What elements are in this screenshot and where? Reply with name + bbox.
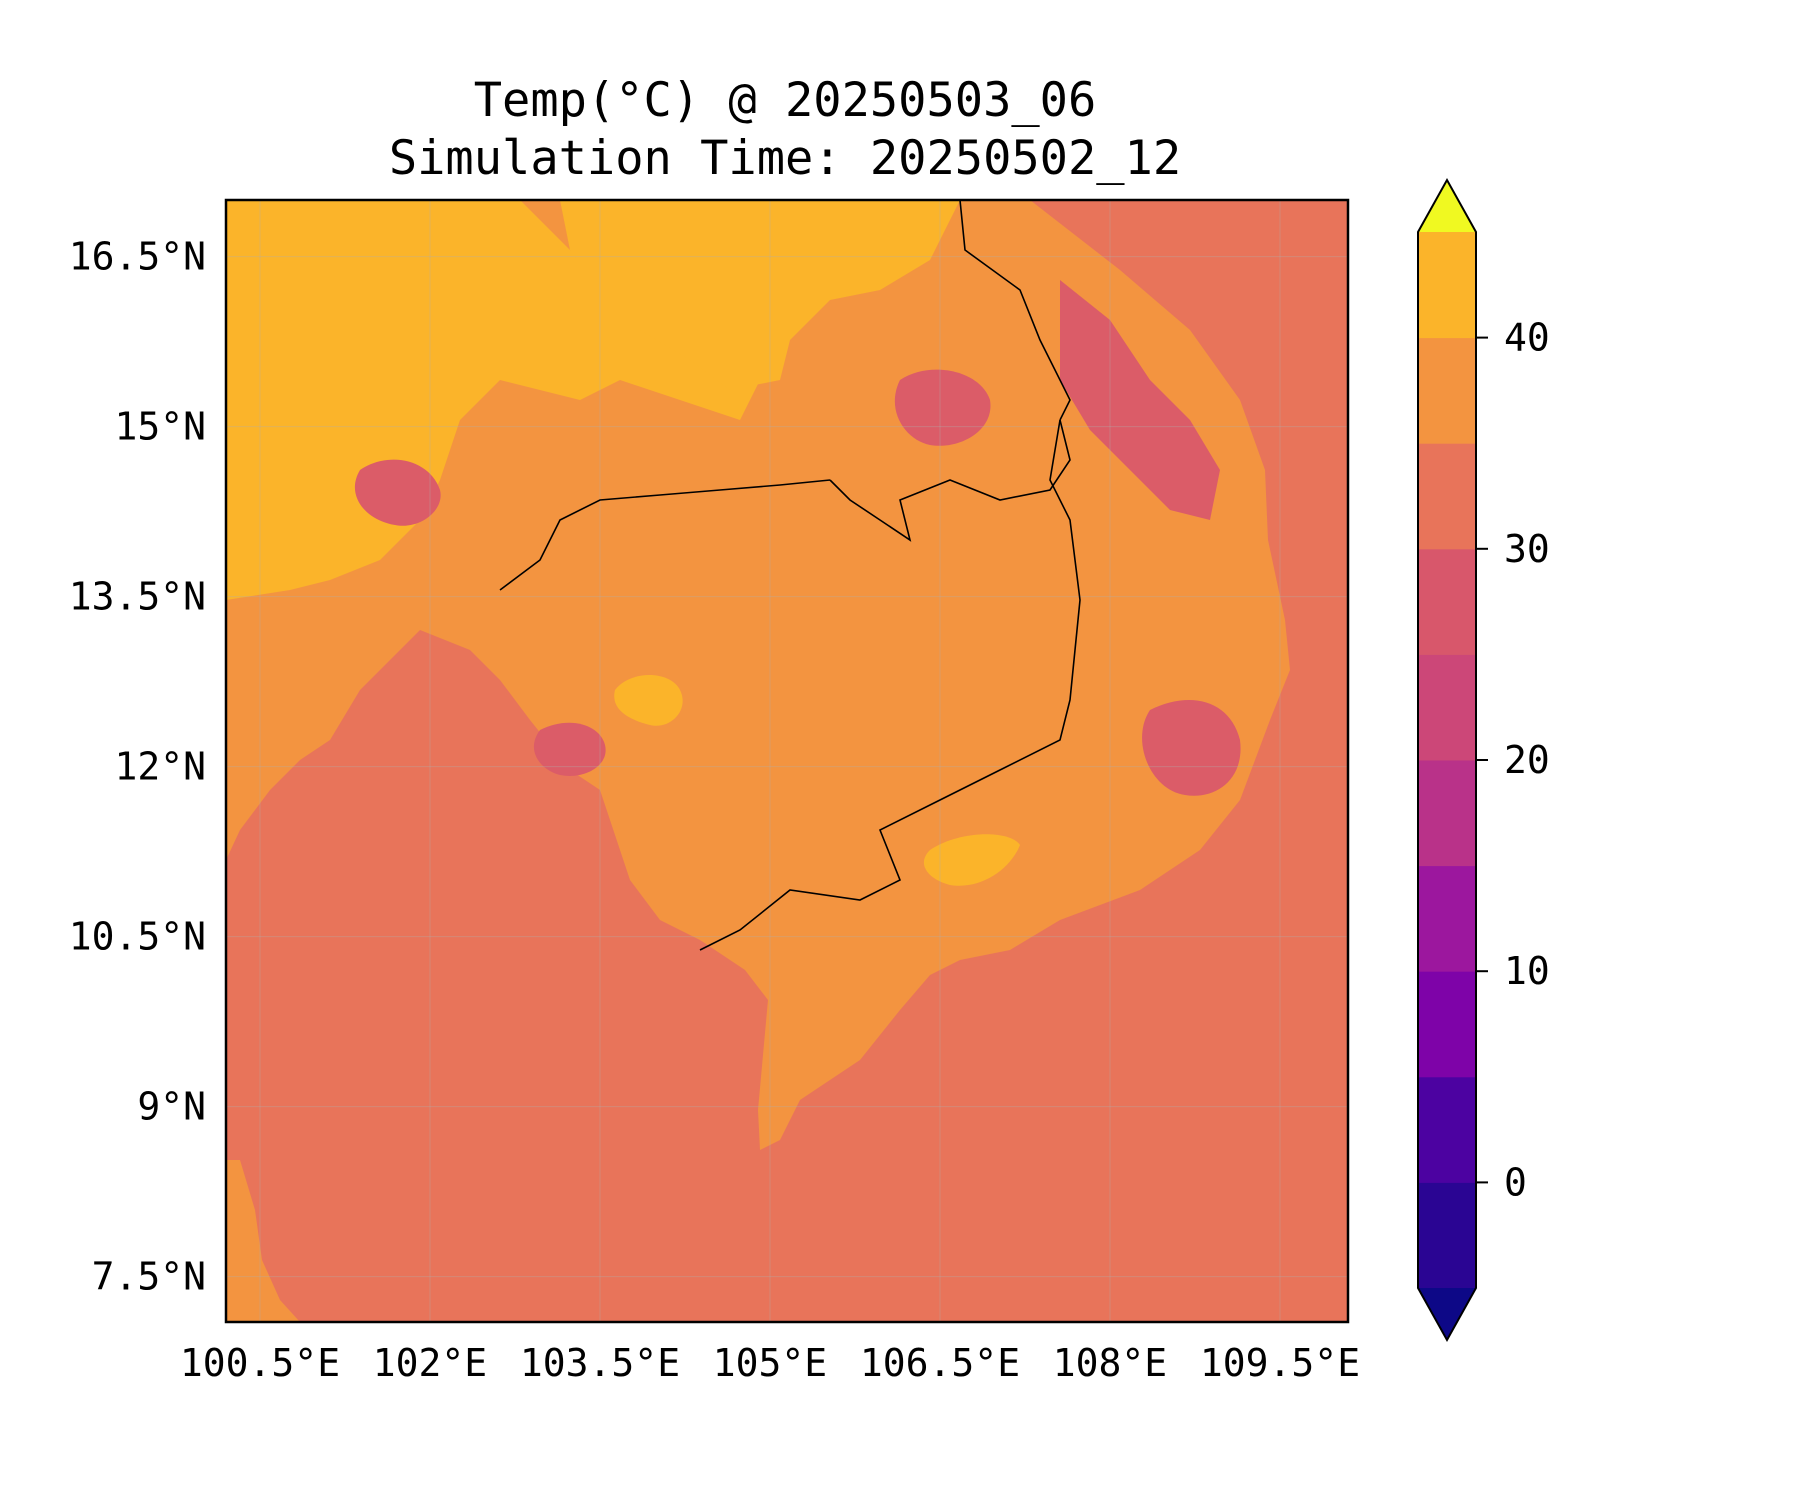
- colorbar-tick-label: 20: [1504, 738, 1550, 782]
- colorbar-segment: [1418, 443, 1476, 550]
- colorbar-segment: [1418, 548, 1476, 655]
- border-laos-cambodia: [829, 419, 1071, 542]
- colorbar-tick-label: 0: [1504, 1160, 1527, 1204]
- cool-zone-cardamom: [533, 722, 606, 776]
- colorbar-segment: [1418, 971, 1476, 1078]
- lat-tick-label: 16.5°N: [69, 235, 206, 279]
- colorbar-segment: [1418, 865, 1476, 972]
- land-thailand-laos: [226, 200, 1290, 1150]
- hot-zone-central: [614, 675, 683, 726]
- colorbar-tick-label: 10: [1504, 949, 1550, 993]
- cool-zone-central-highlands: [1060, 280, 1220, 520]
- lon-tick-label: 100.5°E: [180, 1341, 340, 1385]
- lat-tick-label: 13.5°N: [69, 575, 206, 619]
- lon-tick-label: 105°E: [713, 1341, 827, 1385]
- lon-tick-label: 108°E: [1053, 1341, 1167, 1385]
- colorbar-segment: [1418, 232, 1476, 339]
- map-frame: [224, 198, 1350, 1324]
- colorbar: [1417, 177, 1477, 1343]
- border-thailand-cambodia: [499, 479, 831, 591]
- title-line-2: Simulation Time: 20250502_12: [388, 131, 1182, 186]
- border-cambodia-vietnam: [699, 419, 1081, 951]
- colorbar-extend-max: [1418, 180, 1476, 232]
- colorbar-extend-min: [1418, 1288, 1476, 1340]
- title-line-1: Temp(°C) @ 20250503_06: [473, 73, 1097, 128]
- colorbar-segment: [1418, 654, 1476, 761]
- colorbar-segment: [1418, 760, 1476, 867]
- colorbar-tick-label: 30: [1504, 527, 1550, 571]
- lon-tick-label: 109.5°E: [1200, 1341, 1360, 1385]
- map-plot-area: [226, 200, 1348, 1322]
- lat-tick-label: 12°N: [114, 745, 206, 789]
- cool-zone-west: [354, 459, 441, 526]
- colorbar-tick-labels: 40 30 20 10 0: [1476, 316, 1550, 1204]
- lat-tick-label: 10.5°N: [69, 915, 206, 959]
- colorbar-segment: [1418, 1182, 1476, 1289]
- lon-tick-label: 106.5°E: [860, 1341, 1020, 1385]
- longitude-tick-labels: 100.5°E 102°E 103.5°E 105°E 106.5°E 108°E 109.…: [180, 1341, 1360, 1385]
- hot-zone-north: [560, 200, 960, 390]
- colorbar-outline: [1417, 177, 1477, 1343]
- lon-tick-label: 102°E: [373, 1341, 487, 1385]
- land-malay-peninsula: [226, 1160, 300, 1322]
- border-laos-vietnam: [959, 200, 1071, 421]
- map-gridlines: [226, 200, 1348, 1322]
- latitude-tick-labels: 16.5°N 15°N 13.5°N 12°N 10.5°N 9°N 7.5°N: [69, 235, 206, 1299]
- lat-tick-label: 15°N: [114, 405, 206, 449]
- cool-zone-laos-plateau: [894, 369, 991, 446]
- colorbar-tick-label: 40: [1504, 316, 1550, 360]
- lon-tick-label: 103.5°E: [520, 1341, 680, 1385]
- lat-tick-label: 7.5°N: [92, 1255, 206, 1299]
- lat-tick-label: 9°N: [137, 1085, 206, 1129]
- colorbar-segment: [1418, 1076, 1476, 1183]
- colorbar-segment: [1418, 337, 1476, 444]
- cool-zone-southern-highlands: [1142, 700, 1241, 796]
- map-title: Temp(°C) @ 20250503_06 Simulation Time: …: [0, 72, 1570, 188]
- hot-zone-southeast: [923, 834, 1020, 886]
